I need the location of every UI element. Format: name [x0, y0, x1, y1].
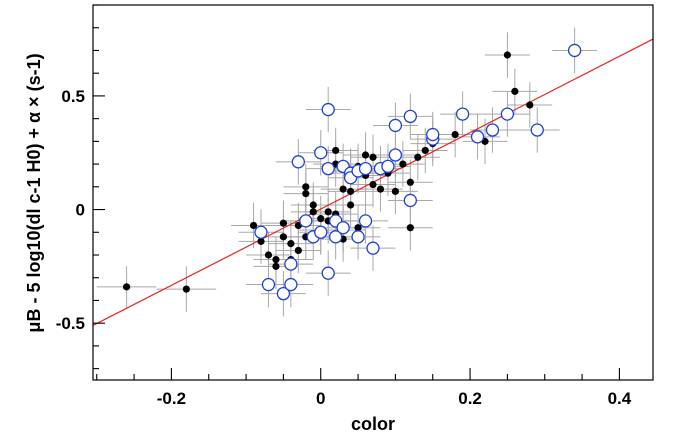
- data-point-filled: [511, 87, 519, 95]
- data-point-filled: [302, 183, 310, 191]
- y-axis-ticks: -0.5 0 0.5: [56, 4, 105, 370]
- data-point-filled: [361, 151, 370, 159]
- data-point-open: [314, 225, 328, 239]
- data-point-filled: [369, 180, 377, 189]
- data-point-filled: [257, 237, 265, 245]
- data-point-open: [314, 146, 328, 160]
- data-point-filled: [406, 224, 414, 232]
- data-point-open: [351, 230, 365, 244]
- data-point-filled: [279, 219, 287, 227]
- data-point-filled: [347, 187, 355, 195]
- data-point-open: [284, 277, 298, 292]
- plot-frame: [92, 4, 654, 381]
- data-point-filled: [421, 146, 429, 155]
- data-point-open: [567, 43, 582, 58]
- data-point-open: [336, 221, 350, 235]
- data-point-filled: [272, 262, 280, 270]
- data-point-filled: [302, 190, 310, 198]
- x-axis-ticks: -0.2 0 0.2 0.4: [96, 368, 632, 408]
- data-point-open: [329, 230, 343, 244]
- data-point-open: [388, 148, 403, 162]
- data-point-open: [321, 161, 335, 176]
- x-tick-label: -0.2: [157, 389, 186, 408]
- data-point-filled: [249, 221, 258, 230]
- marker-layer: [123, 43, 582, 301]
- data-point-open: [321, 266, 335, 280]
- data-point-filled: [317, 215, 325, 223]
- data-point-open: [485, 123, 500, 137]
- data-point-open: [455, 107, 470, 121]
- x-tick-label: 0.4: [608, 389, 632, 408]
- data-point-open: [284, 257, 298, 271]
- data-point-filled: [309, 208, 317, 216]
- data-point-filled: [369, 153, 377, 161]
- data-point-filled: [339, 185, 347, 193]
- data-point-filled: [354, 224, 362, 232]
- data-point-filled: [376, 185, 385, 193]
- data-point-filled: [406, 178, 414, 186]
- data-point-filled: [279, 233, 287, 241]
- data-point-open: [403, 109, 417, 124]
- data-point-filled: [347, 201, 355, 209]
- data-point-open: [321, 102, 335, 117]
- data-point-filled: [182, 285, 190, 293]
- data-point-filled: [451, 130, 459, 139]
- data-point-open: [261, 277, 276, 292]
- data-point-open: [366, 241, 380, 255]
- data-point-open: [426, 127, 440, 142]
- data-point-filled: [272, 255, 280, 264]
- plot-area: [92, 27, 654, 326]
- data-point-open: [500, 107, 515, 121]
- data-point-filled: [332, 146, 340, 155]
- data-point-open: [470, 130, 485, 144]
- data-point-open: [530, 123, 544, 137]
- data-point-open: [358, 161, 373, 176]
- data-point-filled: [287, 240, 295, 248]
- data-point-filled: [414, 153, 422, 161]
- data-point-open: [381, 159, 395, 174]
- data-point-filled: [309, 201, 317, 209]
- data-point-filled: [123, 283, 131, 291]
- data-point-open: [276, 286, 291, 301]
- data-point-open: [254, 225, 268, 239]
- data-point-filled: [526, 101, 534, 109]
- data-point-open: [291, 155, 305, 169]
- y-tick-label: 0.5: [61, 87, 85, 106]
- x-tick-label: 0: [316, 389, 325, 408]
- y-tick-label: 0: [76, 201, 85, 220]
- data-point-filled: [391, 187, 399, 195]
- data-point-filled: [324, 208, 332, 216]
- data-point-open: [358, 214, 373, 228]
- data-point-filled: [503, 51, 511, 59]
- data-point-filled: [399, 160, 407, 168]
- data-point-open: [388, 118, 403, 133]
- data-point-open: [403, 193, 417, 208]
- x-tick-label: 0.2: [458, 389, 482, 408]
- y-axis-title: μB - 5 log10(dl c-1 H0) + α × (s-1): [24, 53, 44, 332]
- data-point-filled: [264, 251, 273, 259]
- x-axis-title: color: [351, 414, 395, 434]
- data-point-open: [299, 214, 313, 228]
- y-tick-label: -0.5: [56, 314, 85, 333]
- data-point-filled: [294, 246, 302, 255]
